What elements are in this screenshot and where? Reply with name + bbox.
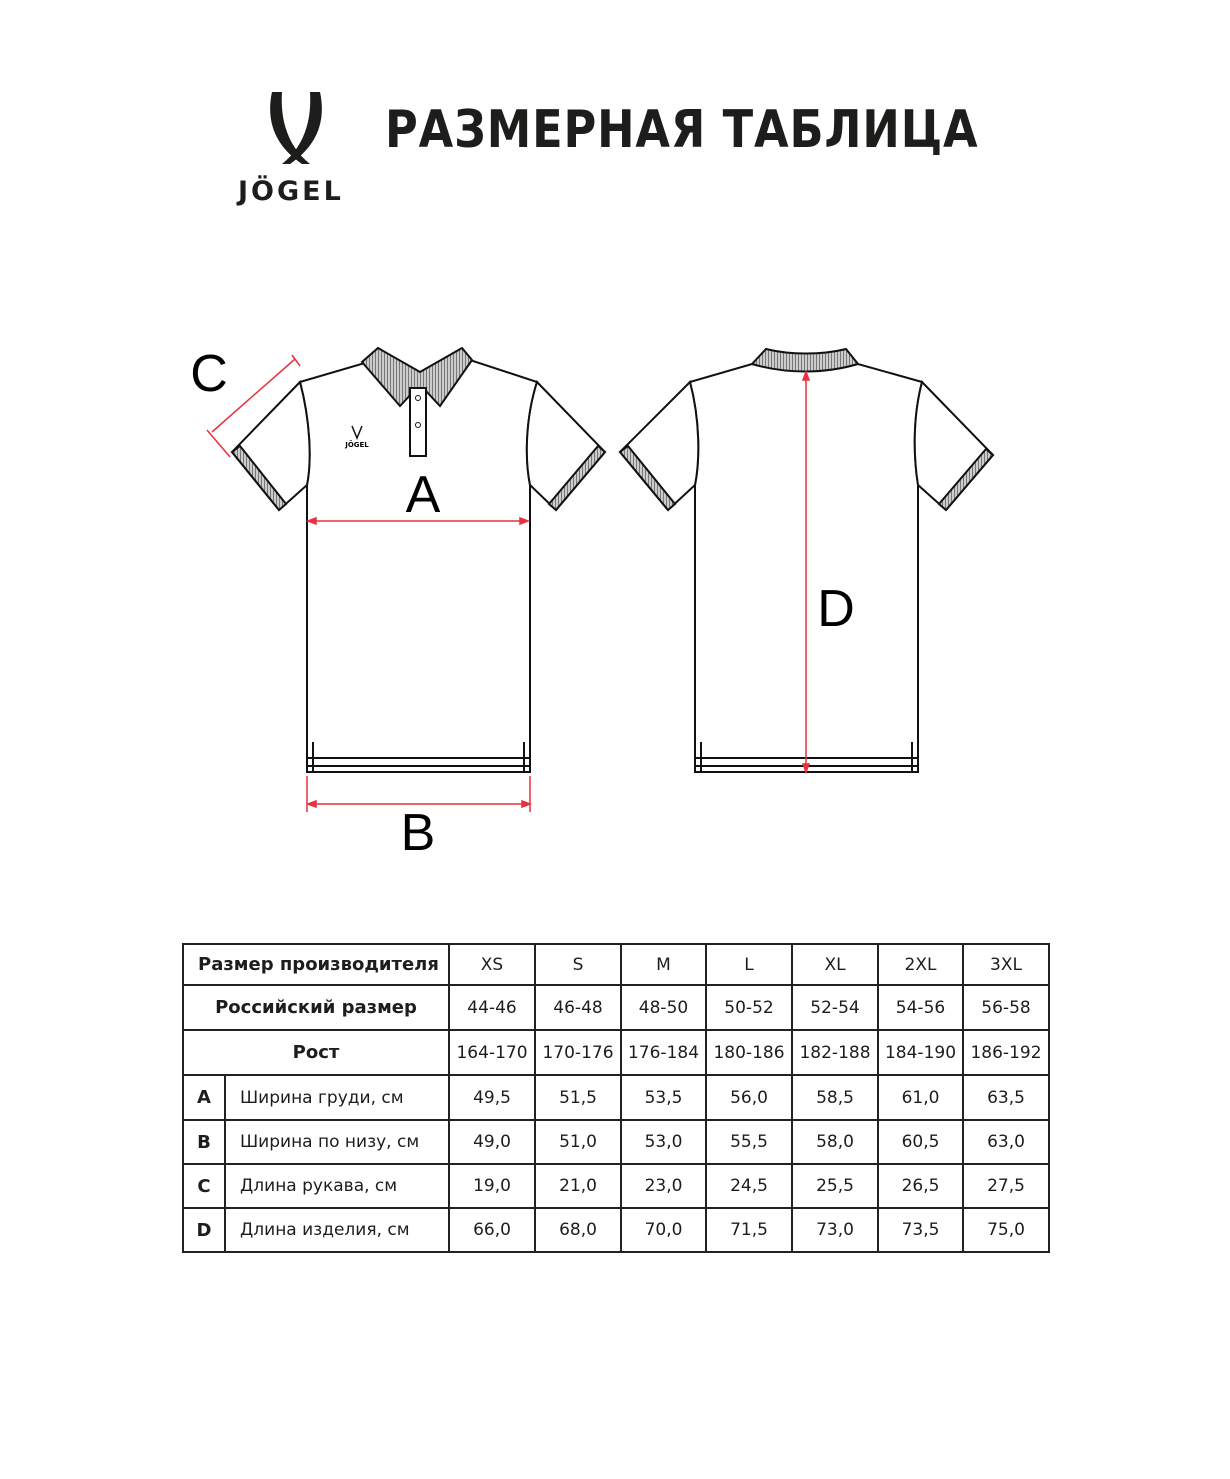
cell: 58,5 [791, 1074, 879, 1121]
label-a: A [406, 466, 441, 524]
cell: 54-56 [877, 984, 964, 1031]
cell: 56,0 [705, 1074, 793, 1121]
cell: 71,5 [705, 1207, 793, 1253]
row-measure-b: B Ширина по низу, см 49,0 51,0 53,0 55,5… [182, 1119, 1050, 1165]
header-label: Размер производителя [182, 943, 450, 986]
cell: 73,5 [877, 1207, 964, 1253]
cell: 186-192 [962, 1029, 1050, 1076]
size-xs: XS [448, 943, 536, 986]
measure-c-line [211, 358, 296, 433]
front-shirt [230, 346, 607, 773]
cell: 58,0 [791, 1119, 879, 1165]
row-measure-a: A Ширина груди, см 49,5 51,5 53,5 56,0 5… [182, 1074, 1050, 1121]
size-m: M [620, 943, 707, 986]
cell: 53,5 [620, 1074, 707, 1121]
cell: 53,0 [620, 1119, 707, 1165]
cell: 25,5 [791, 1163, 879, 1209]
cell: 63,0 [962, 1119, 1050, 1165]
cell: 24,5 [705, 1163, 793, 1209]
cell: 49,5 [448, 1074, 536, 1121]
cell: 60,5 [877, 1119, 964, 1165]
jogel-logo-icon [270, 92, 322, 164]
cell: 51,0 [534, 1119, 622, 1165]
measure-name: Длина рукава, см [224, 1163, 450, 1209]
size-3xl: 3XL [962, 943, 1050, 986]
row-measure-c: C Длина рукава, см 19,0 21,0 23,0 24,5 2… [182, 1163, 1050, 1209]
cell: 170-176 [534, 1029, 622, 1076]
measure-name: Ширина груди, см [224, 1074, 450, 1121]
size-table: Размер производителя XS S M L XL 2XL 3XL… [182, 943, 1050, 1253]
page-title: РАЗМЕРНАЯ ТАБЛИЦА [385, 100, 979, 160]
cell: 19,0 [448, 1163, 536, 1209]
cell: 176-184 [620, 1029, 707, 1076]
russian-label: Российский размер [182, 984, 450, 1031]
cell: 61,0 [877, 1074, 964, 1121]
row-russian-size: Российский размер 44-46 46-48 48-50 50-5… [182, 984, 1050, 1031]
cell: 27,5 [962, 1163, 1050, 1209]
cell: 68,0 [534, 1207, 622, 1253]
label-d: D [817, 580, 855, 638]
cell: 73,0 [791, 1207, 879, 1253]
cell: 180-186 [705, 1029, 793, 1076]
cell: 46-48 [534, 984, 622, 1031]
cell: 66,0 [448, 1207, 536, 1253]
measure-code: B [182, 1119, 226, 1165]
cell: 182-188 [791, 1029, 879, 1076]
chest-logo-text: JÖGEL [344, 440, 369, 449]
cell: 48-50 [620, 984, 707, 1031]
size-l: L [705, 943, 793, 986]
measure-code: C [182, 1163, 226, 1209]
cell: 50-52 [705, 984, 793, 1031]
cell: 70,0 [620, 1207, 707, 1253]
row-manufacturer-size: Размер производителя XS S M L XL 2XL 3XL [182, 943, 1050, 986]
label-c: C [190, 345, 228, 403]
size-s: S [534, 943, 622, 986]
row-measure-d: D Длина изделия, см 66,0 68,0 70,0 71,5 … [182, 1207, 1050, 1253]
cell: 26,5 [877, 1163, 964, 1209]
cell: 75,0 [962, 1207, 1050, 1253]
brand-name: JÖGEL [238, 176, 344, 207]
cell: 184-190 [877, 1029, 964, 1076]
measure-code: D [182, 1207, 226, 1253]
size-xl: XL [791, 943, 879, 986]
cell: 49,0 [448, 1119, 536, 1165]
row-height: Рост 164-170 170-176 176-184 180-186 182… [182, 1029, 1050, 1076]
cell: 56-58 [962, 984, 1050, 1031]
height-label: Рост [182, 1029, 450, 1076]
cell: 164-170 [448, 1029, 536, 1076]
cell: 51,5 [534, 1074, 622, 1121]
measure-name: Ширина по низу, см [224, 1119, 450, 1165]
measure-name: Длина изделия, см [224, 1207, 450, 1253]
cell: 23,0 [620, 1163, 707, 1209]
chest-logo-icon [351, 425, 363, 440]
label-b: B [401, 804, 436, 862]
polo-diagram: JÖGEL A B C D [190, 345, 995, 862]
cell: 44-46 [448, 984, 536, 1031]
cell: 52-54 [791, 984, 879, 1031]
measure-code: A [182, 1074, 226, 1121]
cell: 21,0 [534, 1163, 622, 1209]
cell: 63,5 [962, 1074, 1050, 1121]
size-2xl: 2XL [877, 943, 964, 986]
cell: 55,5 [705, 1119, 793, 1165]
